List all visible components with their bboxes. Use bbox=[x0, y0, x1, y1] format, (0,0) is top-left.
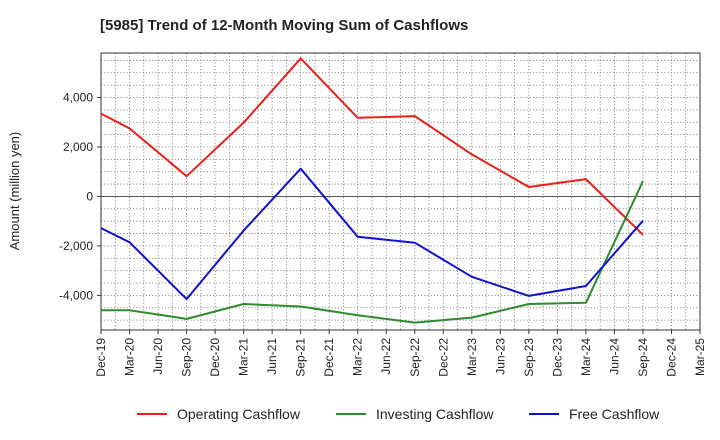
series-line-1 bbox=[101, 180, 644, 324]
y-axis-ticks: -4,000 -2,000 0 2,000 4,000 bbox=[59, 91, 101, 302]
x-tick-label: Jun-21 bbox=[265, 338, 279, 375]
y-tick-label: 4,000 bbox=[63, 91, 93, 105]
x-tick-label: Mar-24 bbox=[579, 338, 593, 376]
x-tick-label: Dec-20 bbox=[208, 338, 222, 377]
legend-label-2: Free Cashflow bbox=[569, 406, 660, 422]
x-tick-label: Dec-21 bbox=[322, 338, 336, 377]
x-tick-label: Sep-20 bbox=[180, 338, 194, 377]
x-tick-label: Dec-24 bbox=[665, 338, 679, 377]
y-tick-label: -4,000 bbox=[59, 288, 93, 302]
series-line-2 bbox=[100, 167, 644, 301]
y-tick-label: 2,000 bbox=[63, 140, 93, 154]
plot-area bbox=[100, 52, 701, 331]
x-tick-label: Sep-23 bbox=[522, 338, 536, 377]
y-tick-label: 0 bbox=[86, 189, 93, 203]
x-tick-label: Mar-20 bbox=[123, 338, 137, 376]
series-lines bbox=[100, 57, 644, 324]
x-tick-label: Dec-23 bbox=[550, 338, 564, 377]
x-tick-label: Dec-22 bbox=[436, 338, 450, 377]
x-axis-ticks: Dec-19 Mar-20 Jun-20 Sep-20 Dec-20 Mar-21 Jun-… bbox=[94, 330, 707, 377]
x-tick-label: Mar-21 bbox=[237, 338, 251, 376]
grid bbox=[100, 53, 701, 330]
x-tick-label: Jun-24 bbox=[607, 338, 621, 375]
x-tick-label: Sep-24 bbox=[636, 338, 650, 377]
x-tick-label: Mar-22 bbox=[351, 338, 365, 376]
y-tick-label: -2,000 bbox=[59, 239, 93, 253]
x-tick-label: Mar-23 bbox=[465, 338, 479, 376]
x-tick-label: Jun-23 bbox=[493, 338, 507, 375]
legend-label-1: Investing Cashflow bbox=[376, 406, 494, 422]
legend: Operating Cashflow Investing Cashflow Free… bbox=[137, 406, 660, 422]
legend-label-0: Operating Cashflow bbox=[177, 406, 301, 422]
x-tick-label: Dec-19 bbox=[94, 338, 108, 377]
series-line-0 bbox=[100, 57, 644, 236]
y-axis-label: Amount (million yen) bbox=[7, 132, 22, 251]
x-tick-label: Sep-21 bbox=[294, 338, 308, 377]
chart-title: [5985] Trend of 12-Month Moving Sum of C… bbox=[100, 17, 468, 34]
x-tick-label: Mar-25 bbox=[693, 338, 707, 376]
x-tick-label: Sep-22 bbox=[408, 338, 422, 377]
x-tick-label: Jun-20 bbox=[151, 338, 165, 375]
x-tick-label: Jun-22 bbox=[379, 338, 393, 375]
